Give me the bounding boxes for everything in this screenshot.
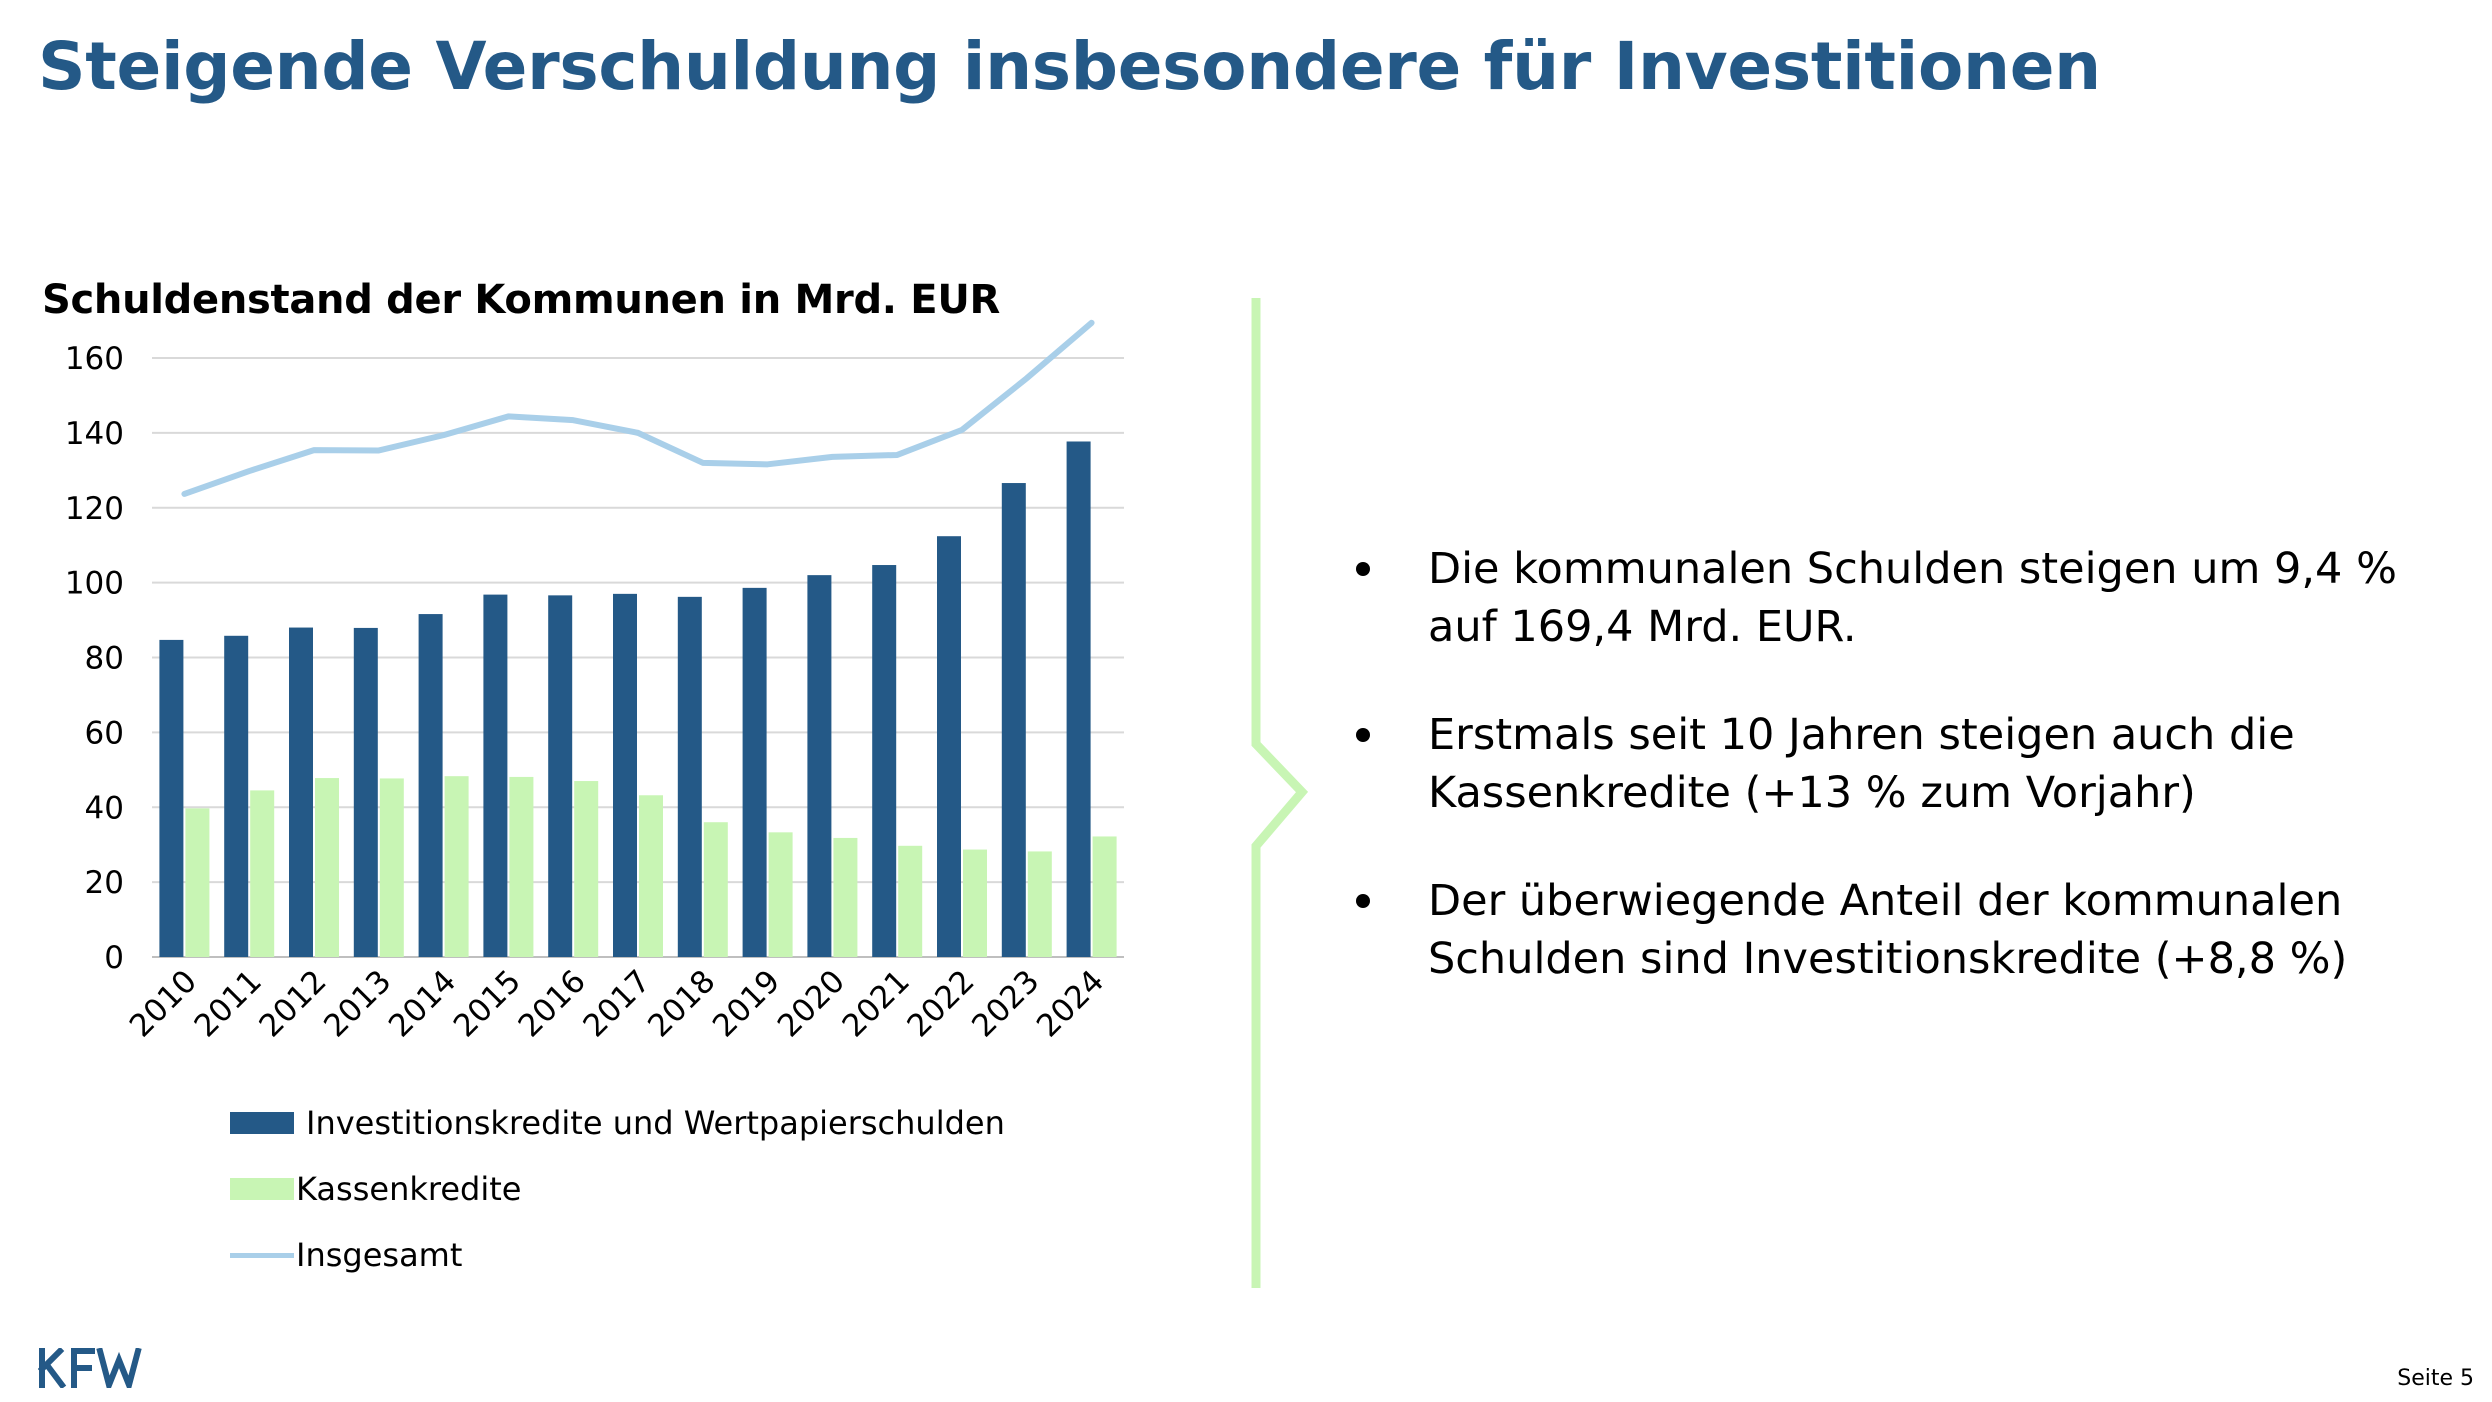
chart-total-line	[181, 319, 1095, 497]
bar-investition	[159, 639, 184, 957]
bar-investition	[418, 614, 443, 957]
x-tick-label: 2017	[576, 963, 657, 1044]
x-tick-label: 2021	[836, 963, 917, 1044]
x-tick-label: 2023	[965, 963, 1046, 1044]
bar-investition	[483, 594, 508, 957]
x-tick-label: 2020	[771, 963, 852, 1044]
chevron-divider	[1251, 298, 1309, 1288]
bullet-item: Erstmals seit 10 Jahren steigen auch die…	[1350, 706, 2460, 822]
y-tick-label: 0	[104, 940, 124, 976]
x-tick-label: 2014	[382, 963, 463, 1044]
chart-title: Schuldenstand der Kommunen in Mrd. EUR	[42, 277, 1001, 323]
y-axis-ticks: 0 20 40 60 80 100 120 140 160	[65, 341, 124, 976]
y-tick-label: 120	[65, 491, 124, 527]
x-tick-label: 2024	[1030, 963, 1111, 1044]
bullet-item: Der überwiegende Anteil der kommunalen S…	[1350, 872, 2460, 988]
bar-investition	[1001, 483, 1026, 957]
y-tick-label: 140	[65, 416, 124, 452]
chart-bars	[159, 441, 1117, 958]
page-number: Seite 5	[2397, 1366, 2474, 1391]
line-insgesamt	[181, 319, 1095, 497]
bar-investition	[1066, 441, 1091, 958]
bar-kassen	[315, 778, 339, 957]
x-tick-label: 2022	[900, 963, 981, 1044]
bullet-dot	[1356, 562, 1370, 576]
x-axis-ticks: 2010201120122013201420152016201720182019…	[123, 963, 1111, 1044]
bar-investition	[807, 575, 832, 957]
bar-investition	[289, 627, 313, 957]
bar-kassen	[185, 808, 210, 957]
bullet-text: Erstmals seit 10 Jahren steigen auch die…	[1428, 710, 2295, 818]
bullet-item: Die kommunalen Schulden steigen um 9,4 %…	[1350, 540, 2460, 656]
bar-kassen	[833, 837, 858, 957]
bar-investition	[353, 627, 378, 957]
x-tick-label: 2018	[641, 963, 722, 1044]
y-tick-label: 20	[85, 865, 124, 901]
bar-kassen	[509, 776, 534, 957]
bar-kassen	[703, 822, 728, 957]
bar-kassen	[963, 849, 987, 957]
bar-investition	[548, 595, 573, 957]
y-tick-label: 40	[85, 790, 124, 826]
legend-label-investition: Investitionskredite und Wertpapierschuld…	[306, 1104, 1005, 1142]
legend-label-insgesamt: Insgesamt	[296, 1236, 463, 1274]
y-tick-label: 60	[85, 715, 124, 751]
bullet-text: Die kommunalen Schulden steigen um 9,4 %…	[1428, 544, 2397, 652]
y-tick-label: 160	[65, 341, 124, 377]
kfw-logo	[38, 1348, 142, 1388]
bar-kassen	[1092, 836, 1117, 957]
bar-kassen	[444, 776, 469, 957]
bar-investition	[872, 565, 897, 957]
chart-legend: Investitionskredite und Wertpapierschuld…	[230, 1090, 1130, 1288]
x-tick-label: 2011	[188, 963, 269, 1044]
x-tick-label: 2016	[512, 963, 593, 1044]
bullet-dot	[1356, 894, 1370, 908]
bar-kassen	[768, 832, 793, 957]
bar-investition	[224, 635, 249, 957]
y-tick-label: 100	[65, 566, 124, 602]
x-tick-label: 2019	[706, 963, 787, 1044]
bar-kassen	[639, 795, 663, 957]
legend-item-kassen: Kassenkredite	[230, 1156, 1130, 1222]
y-tick-label: 80	[85, 641, 124, 677]
bar-kassen	[574, 781, 599, 957]
x-tick-label: 2013	[317, 963, 398, 1044]
bar-kassen	[250, 790, 275, 957]
bullet-text: Der überwiegende Anteil der kommunalen S…	[1428, 876, 2348, 984]
bar-investition	[937, 536, 961, 957]
legend-swatch-investition	[230, 1112, 294, 1134]
bar-kassen	[379, 778, 404, 957]
legend-item-insgesamt: Insgesamt	[230, 1222, 1130, 1288]
bar-investition	[742, 587, 767, 957]
key-findings-list: Die kommunalen Schulden steigen um 9,4 %…	[1350, 540, 2460, 1038]
legend-label-kassen: Kassenkredite	[296, 1170, 522, 1208]
x-tick-label: 2015	[447, 963, 528, 1044]
bar-kassen	[1027, 851, 1052, 957]
bar-investition	[677, 596, 702, 957]
bar-kassen	[898, 845, 923, 957]
x-tick-label: 2010	[123, 963, 204, 1044]
legend-item-investition: Investitionskredite und Wertpapierschuld…	[230, 1090, 1130, 1156]
x-tick-label: 2012	[252, 963, 333, 1044]
slide-title: Steigende Verschuldung insbesondere für …	[38, 28, 2101, 105]
legend-swatch-insgesamt	[230, 1253, 294, 1258]
bar-investition	[613, 593, 637, 957]
legend-swatch-kassen	[230, 1178, 294, 1200]
bullet-dot	[1356, 728, 1370, 742]
